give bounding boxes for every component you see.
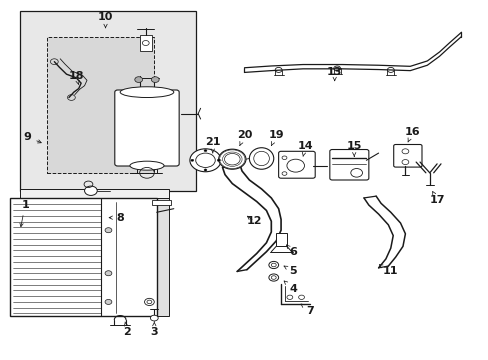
Circle shape (84, 186, 97, 195)
Text: 2: 2 (123, 322, 131, 337)
Circle shape (203, 149, 206, 152)
Bar (152, 200, 171, 205)
Text: 5: 5 (284, 266, 297, 276)
Circle shape (218, 149, 245, 169)
Text: 11: 11 (379, 265, 398, 276)
Circle shape (190, 159, 193, 161)
Circle shape (189, 149, 221, 172)
Text: 17: 17 (428, 192, 444, 205)
Text: 19: 19 (268, 130, 284, 145)
Circle shape (135, 77, 142, 82)
Bar (47, 37, 154, 173)
Text: 7: 7 (301, 304, 314, 316)
Text: 20: 20 (236, 130, 252, 145)
Circle shape (105, 228, 112, 233)
Circle shape (151, 77, 159, 82)
Text: 3: 3 (150, 322, 158, 337)
Text: 16: 16 (404, 127, 420, 142)
FancyBboxPatch shape (329, 149, 368, 180)
Text: 18: 18 (68, 71, 84, 84)
Circle shape (195, 153, 215, 167)
FancyBboxPatch shape (393, 144, 421, 167)
FancyBboxPatch shape (115, 90, 179, 166)
Text: 4: 4 (284, 281, 297, 294)
Text: 14: 14 (297, 141, 313, 157)
Bar (10, 198, 157, 316)
Circle shape (203, 169, 206, 171)
Circle shape (105, 271, 112, 276)
Ellipse shape (249, 148, 273, 169)
Circle shape (105, 300, 112, 305)
Bar (276, 233, 286, 246)
Circle shape (224, 153, 240, 165)
Text: 21: 21 (204, 138, 220, 153)
Text: 1: 1 (20, 200, 29, 227)
FancyBboxPatch shape (278, 151, 315, 178)
Circle shape (217, 159, 220, 161)
Text: 9: 9 (23, 132, 41, 143)
Text: 6: 6 (286, 245, 297, 257)
Ellipse shape (130, 161, 163, 170)
Text: 10: 10 (98, 12, 113, 28)
Polygon shape (20, 189, 168, 198)
Text: 12: 12 (246, 216, 262, 226)
Bar (20, 12, 195, 191)
Text: 13: 13 (326, 67, 342, 81)
Text: 8: 8 (109, 213, 124, 222)
Bar (140, 35, 152, 51)
Text: 15: 15 (346, 141, 361, 157)
Ellipse shape (253, 151, 269, 166)
Ellipse shape (120, 87, 173, 98)
Circle shape (150, 315, 158, 321)
Polygon shape (157, 198, 168, 316)
